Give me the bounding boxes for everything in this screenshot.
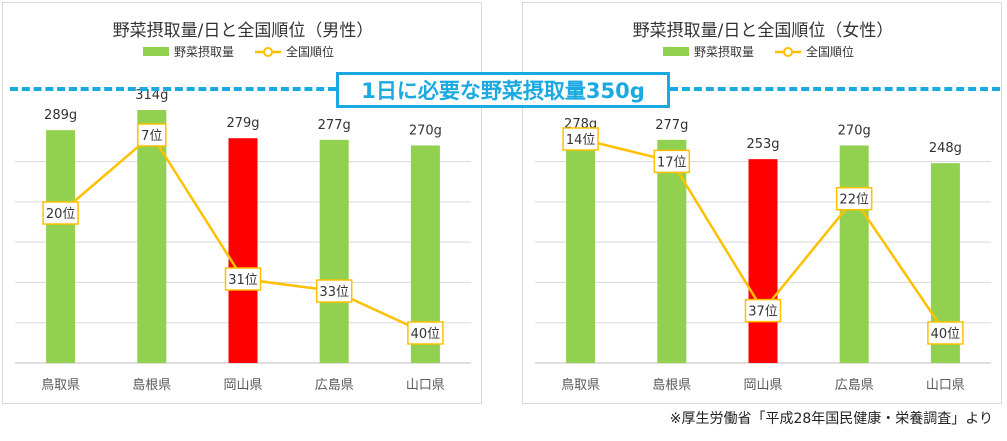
chart-title: 野菜摂取量/日と全国順位（男性） [113, 21, 374, 41]
legend-swatch-bar [143, 47, 169, 56]
rank-label-box [42, 201, 79, 225]
chart-panel-male: 野菜摂取量/日と全国順位（男性） 野菜摂取量 全国順位 289g 314g 279g 277… [2, 2, 482, 404]
rank-labels: 20位 7位 31位 33位 40位 [42, 123, 444, 345]
rank-label: 14位 [566, 133, 596, 148]
legend-swatch-marker [263, 47, 273, 57]
bar-value-label: 253g [746, 137, 779, 152]
bar-value-label: 277g [655, 118, 688, 133]
bar [228, 138, 258, 363]
bar-series [46, 110, 440, 364]
rank-label: 33位 [319, 285, 349, 300]
bar [319, 139, 349, 363]
bar-value-label: 270g [838, 123, 871, 138]
legend-label-line: 全国順位 [806, 44, 854, 59]
rank-label: 22位 [839, 193, 869, 208]
bar [46, 130, 76, 363]
rank-label-box [562, 127, 599, 151]
benchmark-line-left [10, 87, 336, 91]
bar [839, 145, 869, 363]
bar [137, 110, 167, 364]
legend: 野菜摂取量 全国順位 [663, 44, 854, 59]
benchmark-line-right [670, 87, 1000, 91]
bar-value-label: 279g [226, 116, 259, 131]
bar-value-label: 289g [44, 108, 77, 123]
bar [748, 159, 778, 363]
legend-swatch-bar [663, 47, 689, 56]
category-label: 山口県 [926, 378, 965, 393]
rank-labels: 14位 17位 37位 22位 40位 [562, 127, 964, 345]
bar-value-label: 270g [409, 123, 442, 138]
rank-label: 31位 [228, 273, 258, 288]
rank-label-box [315, 279, 353, 303]
legend-label-bar: 野菜摂取量 [174, 44, 234, 59]
rank-label: 40位 [411, 327, 441, 342]
source-note: ※厚生労働省「平成28年国民健康・栄養調査」より [669, 411, 993, 427]
rank-label: 20位 [46, 207, 76, 222]
category-label: 岡山県 [223, 378, 262, 393]
legend: 野菜摂取量 全国順位 [143, 44, 334, 59]
rank-label-box [137, 123, 167, 147]
rank-label-box [744, 298, 782, 323]
benchmark-banner: 1日に必要な野菜摂取量350g [336, 72, 670, 108]
bar [566, 139, 596, 363]
rank-label: 37位 [748, 305, 778, 320]
category-label: 岡山県 [743, 378, 782, 393]
category-label: 広島県 [315, 378, 354, 393]
category-label: 島根県 [132, 378, 171, 393]
category-label: 鳥取県 [561, 378, 600, 393]
category-label: 鳥取県 [41, 378, 80, 393]
rank-label: 40位 [931, 327, 961, 342]
chart-title: 野菜摂取量/日と全国順位（女性） [633, 21, 894, 41]
category-labels: 鳥取県 島根県 岡山県 広島県 山口県 [41, 378, 445, 393]
bar-value-label: 314g [135, 88, 168, 103]
rank-label-box [653, 149, 691, 174]
chart-male: 野菜摂取量/日と全国順位（男性） 野菜摂取量 全国順位 289g 314g 279g 277… [15, 21, 471, 393]
rank-label-box [927, 321, 964, 345]
rank-label: 7位 [141, 129, 162, 144]
legend-label-line: 全国順位 [286, 44, 334, 59]
bar-value-label: 277g [318, 118, 351, 133]
legend-swatch-marker [783, 47, 793, 57]
bar [657, 139, 687, 363]
category-label: 広島県 [835, 378, 874, 393]
category-label: 山口県 [406, 378, 445, 393]
category-label: 島根県 [652, 378, 691, 393]
rank-label: 17位 [657, 155, 687, 170]
chart-panel-female: 野菜摂取量/日と全国順位（女性） 野菜摂取量 全国順位 278g 277g 253g 270… [522, 2, 1002, 404]
bar-value-labels: 289g 314g 279g 277g 270g [44, 88, 442, 138]
rank-label-box [224, 267, 262, 291]
bar-series [566, 139, 960, 363]
category-labels: 鳥取県 島根県 岡山県 広島県 山口県 [561, 378, 965, 393]
rank-label-box [407, 321, 444, 345]
legend-label-bar: 野菜摂取量 [694, 44, 754, 59]
bar-value-label: 248g [929, 141, 962, 156]
rank-label-box [835, 186, 873, 211]
